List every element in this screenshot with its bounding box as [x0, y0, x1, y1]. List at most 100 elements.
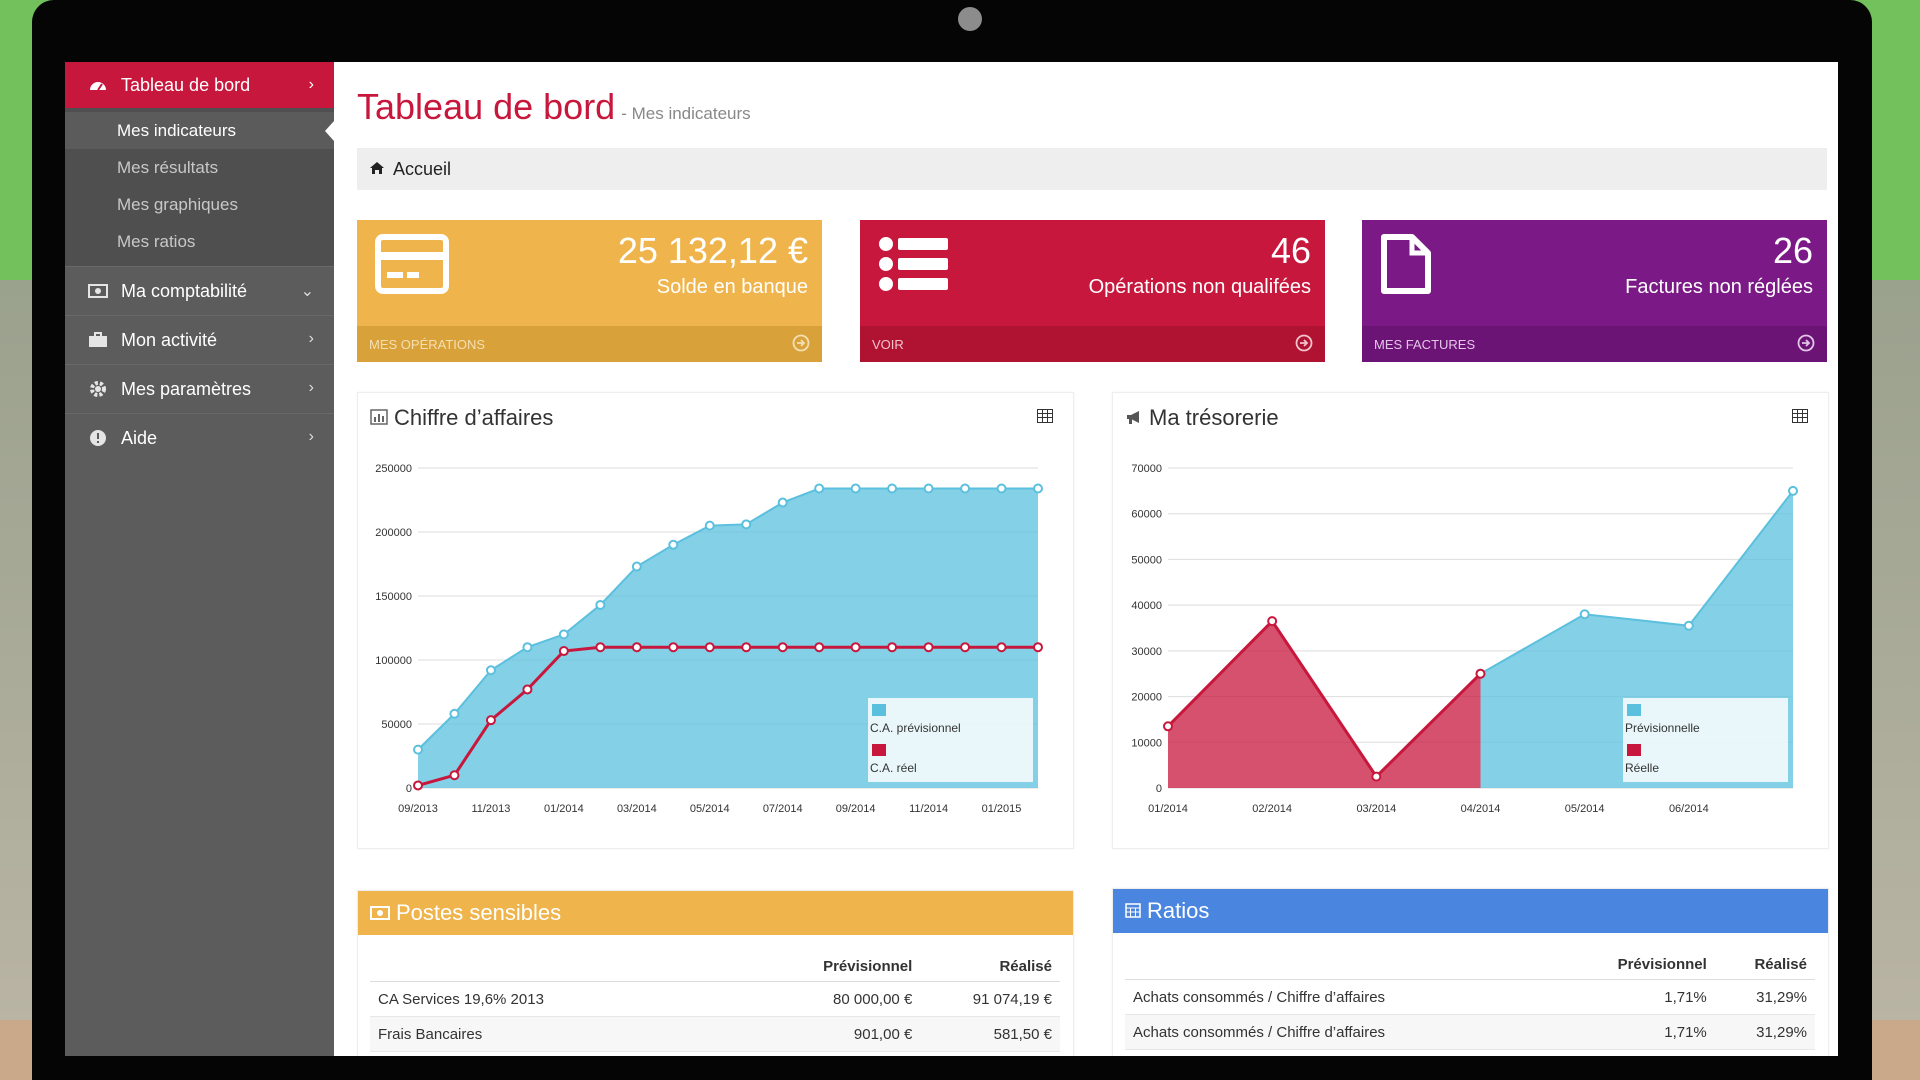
- legend-label: Prévisionnelle: [1625, 721, 1700, 735]
- data-point: [777, 497, 788, 508]
- sidebar-subitem-mes-graphiques[interactable]: Mes graphiques: [117, 194, 238, 214]
- data-point: [1163, 721, 1173, 732]
- panel-title-text: Ma trésorerie: [1149, 405, 1279, 430]
- legend-swatch: [1627, 704, 1641, 716]
- y-tick-label: 200000: [375, 527, 412, 539]
- data-point: [996, 642, 1007, 653]
- megaphone-icon: [1125, 405, 1143, 431]
- breadcrumb: Accueil: [357, 148, 1827, 190]
- breadcrumb-accueil[interactable]: Accueil: [393, 158, 452, 179]
- chart-tresorerie: 0 10000 20000 30000 40000 50000 60000 70000 01/2…: [1131, 463, 1798, 815]
- sidebar-item-label: Ma comptabilité: [121, 280, 248, 301]
- table-cell: Achats consommés / Chiffre d’affaires: [1125, 979, 1561, 1015]
- y-tick-label: 70000: [1131, 463, 1162, 475]
- data-point: [668, 642, 679, 653]
- data-point: [1033, 642, 1043, 653]
- data-point: [1475, 668, 1486, 679]
- panel-chiffre-affaires: Chiffre d’affaires 0 50000 100000 150000 200…: [357, 392, 1074, 849]
- table-cell: 31,29%: [1714, 1014, 1815, 1050]
- stat-value: 25 132,12 €: [617, 230, 808, 271]
- x-tick-label: 05/2014: [1565, 803, 1605, 815]
- panel-header: Ratios: [1113, 889, 1828, 933]
- chevron-right-icon: ›: [308, 379, 314, 396]
- calendar-icon: [1125, 898, 1141, 924]
- data-point: [485, 665, 496, 676]
- y-tick-label: 30000: [1131, 646, 1162, 658]
- y-tick-label: 0: [1156, 783, 1162, 795]
- sidebar-item-label: Mon activité: [121, 329, 218, 350]
- stat-link-label: VOIR: [872, 336, 904, 352]
- data-point: [923, 642, 934, 653]
- panel-title-text: Postes sensibles: [396, 900, 562, 925]
- table-row[interactable]: Achats consommés / Chiffre d’affaires 1,…: [1125, 979, 1815, 1015]
- stat-link-mes-factures[interactable]: MES FACTURES: [1362, 326, 1827, 362]
- data-point: [1033, 483, 1043, 494]
- panel-tresorerie: Ma trésorerie 0 10000 20000 30000 40000 50000…: [1112, 392, 1829, 849]
- table-cell: CA Services 19,6% 2013: [370, 981, 766, 1017]
- data-point: [887, 642, 898, 653]
- x-tick-label: 01/2014: [1148, 803, 1188, 815]
- y-tick-label: 60000: [1131, 509, 1162, 521]
- sidebar-item-aide[interactable]: Aide ›: [65, 413, 334, 462]
- table-cell: 1,71%: [1561, 1014, 1715, 1050]
- stat-link-voir[interactable]: VOIR: [860, 326, 1325, 362]
- x-tick-label: 09/2014: [836, 803, 876, 815]
- table-cell: 1,71%: [1561, 979, 1715, 1015]
- x-tick-label: 03/2014: [1356, 803, 1396, 815]
- data-point: [631, 561, 642, 572]
- chevron-right-icon: ›: [308, 330, 314, 347]
- sidebar-subitem-mes-resultats[interactable]: Mes résultats: [117, 157, 219, 177]
- data-point: [1371, 771, 1382, 782]
- table-cell: 901,00 €: [766, 1016, 921, 1052]
- data-point: [485, 715, 496, 726]
- x-tick-label: 11/2014: [909, 803, 948, 815]
- data-point: [558, 629, 569, 640]
- table-header: Prévisionnel: [766, 951, 921, 982]
- data-point: [741, 642, 752, 653]
- table-row[interactable]: Frais Bancaires 901,00 € 581,50 €: [370, 1016, 1060, 1052]
- arrow-circle-right-icon: [1295, 334, 1313, 355]
- data-point: [1579, 609, 1590, 620]
- stat-link-mes-operations[interactable]: MES OPÉRATIONS: [357, 326, 822, 362]
- chevron-down-icon: ⌄: [300, 283, 314, 300]
- legend-swatch: [872, 744, 886, 756]
- legend-box: [868, 698, 1033, 782]
- sidebar-subitem-mes-indicateurs[interactable]: Mes indicateurs: [65, 112, 334, 149]
- table-header: Réalisé: [1714, 949, 1815, 980]
- sidebar-item-mon-activite[interactable]: Mon activité ›: [65, 315, 334, 364]
- stat-solde-banque: 25 132,12 € Solde en banque MES OPÉRATIO…: [357, 220, 822, 362]
- table-cell: Frais Bancaires: [370, 1016, 766, 1052]
- x-tick-label: 05/2014: [690, 803, 730, 815]
- data-point: [777, 642, 788, 653]
- table-header-row: Prévisionnel Réalisé: [370, 951, 1060, 982]
- sidebar-subitem-mes-ratios[interactable]: Mes ratios: [117, 231, 196, 251]
- briefcase-icon: [83, 332, 113, 348]
- table-view-icon[interactable]: [1037, 409, 1053, 428]
- y-tick-label: 0: [406, 783, 412, 795]
- y-tick-label: 10000: [1131, 737, 1162, 749]
- table-view-icon[interactable]: [1792, 409, 1808, 428]
- postes-table: Prévisionnel Réalisé CA Services 19,6% 2…: [370, 951, 1060, 1052]
- table-row[interactable]: Achats consommés / Chiffre d’affaires 1,…: [1125, 1014, 1815, 1050]
- table-header: Prévisionnel: [1561, 949, 1715, 980]
- table-row[interactable]: CA Services 19,6% 2013 80 000,00 € 91 07…: [370, 981, 1060, 1017]
- table-cell: Achats consommés / Chiffre d’affaires: [1125, 1014, 1561, 1050]
- panel-title: Ma trésorerie: [1125, 405, 1279, 431]
- sidebar-item-tableau-de-bord[interactable]: Tableau de bord ›: [65, 62, 334, 108]
- x-tick-label: 01/2015: [982, 803, 1022, 815]
- sidebar-item-mes-parametres[interactable]: Mes paramètres ›: [65, 364, 334, 413]
- sidebar-item-ma-comptabilite[interactable]: Ma comptabilité ⌄: [65, 266, 334, 315]
- y-tick-label: 50000: [1131, 554, 1162, 566]
- data-point: [1267, 616, 1278, 627]
- data-point: [960, 483, 971, 494]
- data-point: [923, 483, 934, 494]
- table-header: Réalisé: [920, 951, 1060, 982]
- series-area: [1168, 621, 1481, 788]
- sidebar-item-label: Mes paramètres: [121, 378, 252, 399]
- data-point: [449, 708, 460, 719]
- chevron-right-icon: ›: [308, 428, 314, 445]
- data-point: [413, 744, 423, 755]
- info-icon: [83, 429, 113, 447]
- x-tick-label: 02/2014: [1252, 803, 1292, 815]
- stat-operations-non-qualifiees: 46 Opérations non qualifées VOIR: [860, 220, 1325, 362]
